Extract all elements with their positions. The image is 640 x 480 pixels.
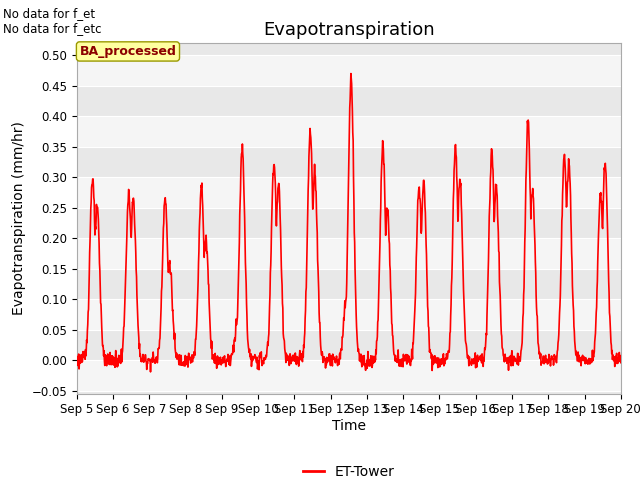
Bar — [77, 208, 621, 238]
Bar — [77, 269, 621, 299]
Bar — [77, 299, 621, 330]
Bar — [77, 147, 621, 177]
Bar — [77, 86, 621, 116]
Text: BA_processed: BA_processed — [79, 45, 177, 58]
Bar — [77, 177, 621, 208]
Y-axis label: Evapotranspiration (mm/hr): Evapotranspiration (mm/hr) — [12, 121, 26, 315]
Bar — [77, 116, 621, 147]
Legend: ET-Tower: ET-Tower — [298, 460, 400, 480]
Bar — [77, 360, 621, 391]
Bar — [77, 238, 621, 269]
Title: Evapotranspiration: Evapotranspiration — [263, 21, 435, 39]
Bar — [77, 330, 621, 360]
Text: No data for f_et: No data for f_et — [3, 7, 95, 20]
Bar — [77, 55, 621, 86]
X-axis label: Time: Time — [332, 419, 366, 433]
Text: No data for f_etc: No data for f_etc — [3, 22, 102, 35]
